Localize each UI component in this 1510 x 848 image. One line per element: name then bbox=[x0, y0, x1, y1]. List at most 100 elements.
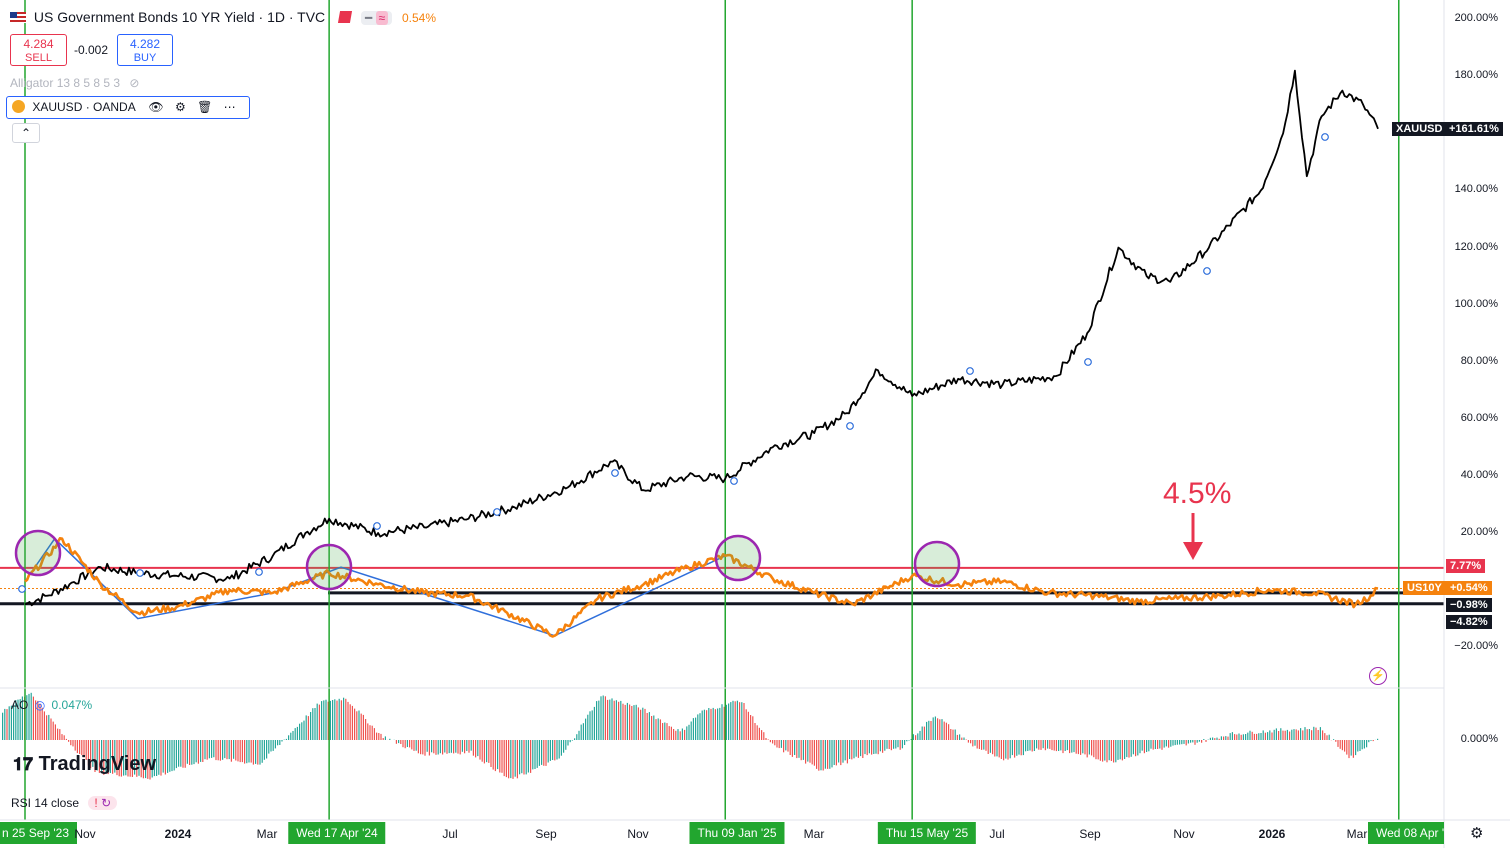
ao-bar bbox=[598, 700, 600, 740]
ao-bar bbox=[736, 700, 738, 740]
ao-bar bbox=[1249, 730, 1251, 740]
ao-bar bbox=[818, 740, 820, 771]
eye-icon[interactable]: 👁 bbox=[148, 100, 164, 114]
ao-bar bbox=[79, 740, 81, 754]
ao-bar bbox=[1038, 740, 1040, 750]
lightning-icon[interactable]: ⚡ bbox=[1369, 667, 1387, 685]
more-icon[interactable]: ⋯ bbox=[223, 100, 236, 114]
ao-bar bbox=[864, 740, 866, 755]
ao-bar bbox=[26, 695, 28, 740]
buy-button[interactable]: 4.282 BUY bbox=[117, 34, 173, 66]
ao-bar bbox=[338, 698, 340, 740]
ao-bar bbox=[769, 740, 771, 743]
ao-bar bbox=[1225, 736, 1227, 740]
y-tick-label: −20.00% bbox=[1454, 640, 1498, 653]
alligator-indicator[interactable]: Alligator 13 8 5 8 5 3 ⊘ bbox=[10, 76, 139, 90]
chevron-up-icon: ⌃ bbox=[20, 126, 32, 140]
ao-bar bbox=[761, 730, 763, 740]
ao-bar bbox=[1027, 740, 1029, 751]
level-b-tag: −4.82% bbox=[1446, 615, 1492, 629]
ao-bar bbox=[378, 733, 380, 740]
ao-bar bbox=[677, 729, 679, 740]
ao-bar bbox=[246, 740, 248, 764]
ao-bar bbox=[730, 702, 732, 740]
change-percent: 0.54% bbox=[402, 11, 437, 25]
overlay-symbol-legend[interactable]: XAUUSD · OANDA 👁 ⚙ 🗑 ⋯ bbox=[6, 96, 250, 119]
ao-bar bbox=[1293, 729, 1295, 740]
hidden-eye-icon[interactable]: ⊘ bbox=[129, 76, 140, 90]
sell-button[interactable]: 4.284 SELL bbox=[10, 34, 67, 66]
ao-bar bbox=[824, 740, 826, 769]
ao-bar bbox=[94, 740, 96, 772]
ao-bar bbox=[1172, 740, 1174, 746]
ao-bar bbox=[1095, 740, 1097, 760]
compare-toggle[interactable]: ━ ≈ bbox=[360, 11, 393, 25]
ao-bar bbox=[292, 731, 294, 740]
ao-bar bbox=[314, 708, 316, 740]
trash-icon[interactable]: 🗑 bbox=[197, 100, 213, 114]
ao-bar bbox=[1099, 740, 1101, 761]
ao-bar bbox=[547, 740, 549, 763]
ao-bar bbox=[211, 740, 213, 758]
ao-bar bbox=[263, 740, 265, 760]
ao-bar bbox=[145, 740, 147, 779]
symbol-header[interactable]: US Government Bonds 10 YR Yield · 1D · T… bbox=[10, 9, 436, 25]
settings-icon[interactable]: ⚙ bbox=[174, 100, 186, 114]
ao-bar bbox=[646, 713, 648, 740]
event-marker bbox=[1084, 358, 1092, 366]
ao-bar bbox=[382, 738, 384, 740]
ao-bar bbox=[875, 740, 877, 754]
ao-bar bbox=[1003, 740, 1005, 761]
ao-bar bbox=[1159, 740, 1161, 749]
rsi-legend[interactable]: RSI 14 close ! ↻ bbox=[11, 796, 118, 810]
ao-bar bbox=[895, 740, 897, 749]
x-tick-label: 2026 bbox=[1258, 827, 1286, 841]
ao-bar bbox=[1286, 729, 1288, 740]
ao-bar bbox=[1209, 737, 1211, 740]
ao-bar bbox=[959, 734, 961, 740]
ao-bar bbox=[692, 718, 694, 740]
ao-bar bbox=[413, 740, 415, 751]
ao-bar bbox=[233, 740, 235, 759]
brand-name: TradingView bbox=[38, 753, 157, 775]
ao-bar bbox=[457, 740, 459, 754]
ao-bar bbox=[101, 740, 103, 771]
ao-bar bbox=[184, 740, 186, 768]
ao-bar bbox=[1075, 740, 1077, 754]
us-flag-icon bbox=[10, 12, 26, 23]
ao-bar bbox=[1154, 740, 1156, 749]
ao-bar bbox=[1047, 740, 1049, 749]
ao-bar bbox=[32, 696, 34, 740]
tradingview-logo[interactable]: 𝟏𝟕 TradingView bbox=[13, 753, 156, 776]
ao-bar bbox=[261, 740, 263, 763]
ao-bar bbox=[206, 740, 208, 760]
ao-bar bbox=[1066, 740, 1068, 751]
ao-zero-label: 0.000% bbox=[1460, 733, 1498, 745]
ao-bar bbox=[1064, 740, 1066, 751]
ao-bar bbox=[1073, 740, 1075, 753]
ao-bar bbox=[721, 704, 723, 740]
ao-bar bbox=[1135, 740, 1137, 757]
ao-bar bbox=[470, 740, 472, 751]
ao-bar bbox=[1368, 740, 1370, 743]
settings-gear-icon[interactable]: ⚙ bbox=[1470, 825, 1484, 842]
ao-bar bbox=[475, 740, 477, 758]
ao-bar bbox=[1181, 740, 1183, 745]
collapse-legend-button[interactable]: ⌃ bbox=[12, 123, 40, 143]
ao-bar bbox=[354, 708, 356, 740]
x-tick-label: Sep bbox=[1079, 827, 1101, 841]
ao-bar bbox=[248, 740, 250, 763]
ao-bar bbox=[679, 731, 681, 740]
ao-bar bbox=[1104, 740, 1106, 761]
ao-bar bbox=[747, 711, 749, 740]
ao-bar bbox=[39, 703, 41, 740]
ao-bar bbox=[648, 712, 650, 740]
x-tick-label: 2024 bbox=[164, 827, 192, 841]
ao-bar bbox=[125, 740, 127, 776]
ao-legend[interactable]: AO ◎ 0.047% bbox=[11, 698, 92, 712]
ao-bar bbox=[68, 740, 70, 742]
ao-bar bbox=[811, 740, 813, 765]
ao-bar bbox=[972, 740, 974, 747]
ao-bar bbox=[569, 740, 571, 743]
